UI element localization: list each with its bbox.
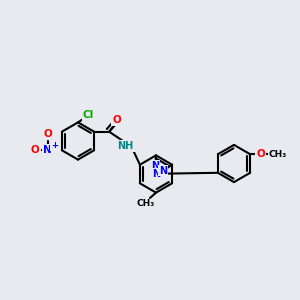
Text: N: N xyxy=(152,169,160,179)
Text: Cl: Cl xyxy=(83,110,94,120)
Text: O: O xyxy=(44,129,52,139)
Text: N: N xyxy=(159,166,167,176)
Text: N: N xyxy=(151,161,159,171)
Text: O: O xyxy=(31,145,40,155)
Text: CH₃: CH₃ xyxy=(269,150,287,159)
Text: NH: NH xyxy=(118,141,134,151)
Text: CH₃: CH₃ xyxy=(136,200,154,208)
Text: O: O xyxy=(256,149,265,159)
Text: N: N xyxy=(44,145,52,155)
Text: -: - xyxy=(30,145,34,155)
Text: +: + xyxy=(51,141,58,150)
Text: O: O xyxy=(112,115,121,125)
